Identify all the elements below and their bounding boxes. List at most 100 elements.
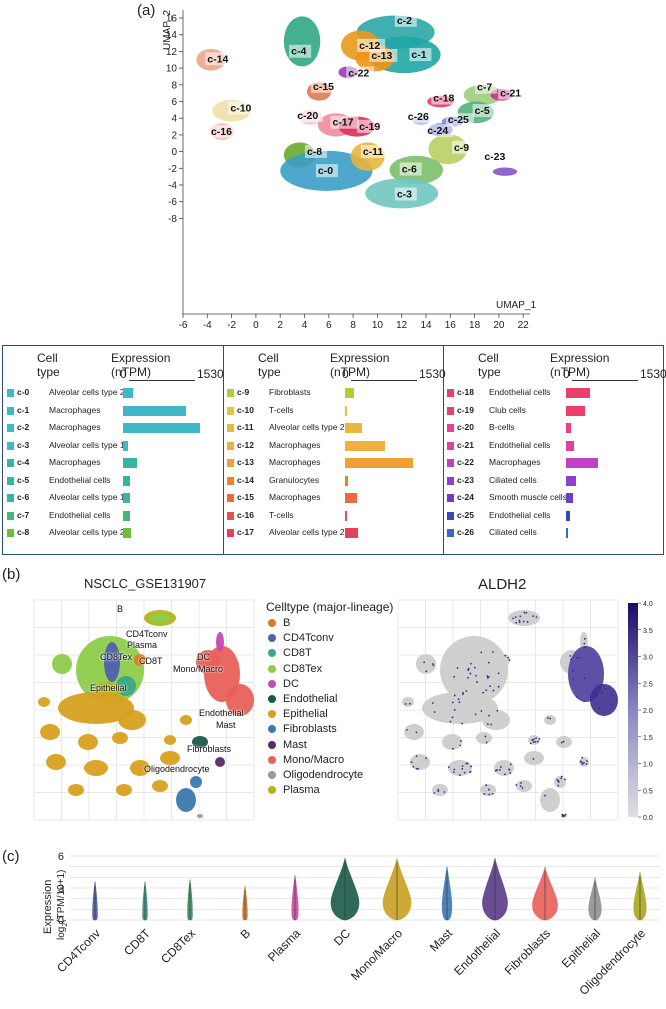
aldh2-cell-dot bbox=[485, 689, 488, 692]
aldh2-cell-dot bbox=[453, 768, 456, 771]
row-cluster-id: c-22 bbox=[457, 457, 475, 467]
umap-label-c-21: c-21 bbox=[500, 87, 521, 99]
expr-bar-c-11 bbox=[345, 423, 363, 433]
aldh2-colorbar bbox=[628, 603, 638, 817]
aldh2-cell-dot bbox=[549, 717, 552, 720]
celltype-region-b bbox=[134, 654, 146, 666]
celltype-region-epithelial bbox=[130, 760, 150, 776]
umap-label-bg bbox=[405, 109, 434, 123]
aldh2-cell-dot bbox=[457, 698, 460, 701]
row-label-c-25: c-25 Endothelial cells bbox=[457, 510, 550, 520]
row-cluster-id: c-25 bbox=[457, 509, 475, 520]
umap-label-bg bbox=[445, 113, 474, 127]
panel-a-label: (a) bbox=[137, 2, 156, 19]
umap-label-bg bbox=[472, 104, 495, 118]
aldh2-cell-dot bbox=[557, 784, 560, 787]
legend-label: Fibroblasts bbox=[283, 723, 337, 736]
celltype-region-epithelial bbox=[68, 784, 84, 796]
legend-label: DC bbox=[283, 677, 299, 690]
aldh2-cell-dot bbox=[489, 685, 492, 688]
aldh2-cell-dot bbox=[465, 690, 468, 692]
col-header-cell-type: Cell type bbox=[37, 351, 60, 379]
umap-label-c-6: c-6 bbox=[402, 163, 417, 175]
violin-x-label-mast: Mast bbox=[427, 926, 456, 955]
expr-bar-c-3 bbox=[123, 440, 128, 451]
legend-title: Celltype (major-lineage) bbox=[266, 600, 394, 614]
aldh2-cell-dot bbox=[476, 681, 478, 683]
aldh2-cell-dot bbox=[486, 675, 489, 678]
violin-y-ticks: 6 3 0 bbox=[58, 851, 64, 927]
aldh2-cell-dot bbox=[509, 763, 512, 766]
expr-bar-c-20 bbox=[566, 423, 571, 433]
row-cell-type: Alveolar cells type 2 bbox=[49, 527, 125, 537]
umap-label-bg bbox=[369, 48, 398, 62]
aldh2-cell-dot bbox=[466, 762, 469, 765]
violin-gridlines bbox=[70, 855, 660, 921]
expr-bar-c-23 bbox=[566, 475, 576, 486]
umap-x-tick-label: -4 bbox=[203, 320, 212, 331]
aldh2-cell-dot bbox=[485, 784, 488, 787]
colorbar-tick-label: 4.0 bbox=[643, 601, 653, 608]
celltype-region-epithelial bbox=[116, 784, 132, 796]
aldh2-cell-dot bbox=[578, 656, 581, 659]
row-swatch-c-13 bbox=[227, 459, 234, 467]
row-label-c-15: c-15 Macrophages bbox=[237, 492, 321, 502]
legend-dot bbox=[268, 710, 276, 719]
aldh2-cell-dot bbox=[456, 667, 459, 669]
row-cluster-id: c-11 bbox=[237, 422, 254, 432]
row-label-c-5: c-5 Endothelial cells bbox=[17, 475, 110, 485]
row-label-c-21: c-21 Endothelial cells bbox=[457, 440, 550, 450]
row-swatch-c-1 bbox=[7, 406, 14, 415]
aldh2-cell-dot bbox=[514, 616, 517, 618]
row-cluster-id: c-7 bbox=[17, 509, 30, 520]
celltype-region-fibroblasts bbox=[190, 776, 202, 788]
expr-axis-min: 0 bbox=[342, 367, 349, 381]
aldh2-cell-dot bbox=[581, 763, 584, 765]
aldh2-cell-dot bbox=[453, 675, 456, 678]
row-cluster-id: c-4 bbox=[17, 457, 30, 467]
row-cluster-id: c-8 bbox=[17, 527, 30, 537]
celltype-region-epithelial bbox=[58, 692, 134, 724]
expr-bar-c-18 bbox=[566, 388, 590, 398]
umap-label-c-13: c-13 bbox=[371, 50, 392, 62]
violin-y-tick-6: 6 bbox=[58, 851, 64, 863]
aldh2-region bbox=[482, 710, 510, 730]
aldh2-cell-dot bbox=[452, 771, 455, 773]
legend-item-dc: DC bbox=[268, 678, 299, 690]
col-header-cell-type: Cell type bbox=[258, 351, 281, 379]
row-swatch-c-6 bbox=[7, 494, 14, 502]
row-cell-type: Alveolar cells type 2 bbox=[269, 527, 345, 537]
row-label-c-19: c-19 Club cells bbox=[457, 405, 526, 415]
row-cluster-id: c-23 bbox=[457, 474, 475, 485]
aldh2-cell-dot bbox=[512, 617, 515, 620]
aldh2-region bbox=[410, 754, 430, 770]
row-label-c-8: c-8 Alveolar cells type 2 bbox=[17, 527, 125, 537]
aldh2-cell-dot bbox=[485, 741, 488, 744]
aldh2-cell-dot bbox=[583, 642, 586, 645]
umap-label-c-18: c-18 bbox=[433, 93, 454, 105]
legend-item-oligodendrocyte: Oligodendrocyte bbox=[268, 769, 363, 781]
row-cell-type: Endothelial cells bbox=[49, 509, 111, 520]
row-swatch-c-4 bbox=[7, 459, 14, 467]
umap-label-bg bbox=[482, 149, 511, 163]
aldh2-cell-dot bbox=[459, 774, 461, 776]
aldh2-cell-dot bbox=[425, 757, 427, 760]
umap-label-c-11: c-11 bbox=[363, 146, 384, 158]
violin-shapes bbox=[92, 858, 647, 921]
row-cell-type: Alveolar cells type 1 bbox=[49, 439, 125, 450]
umap-label-c-12: c-12 bbox=[359, 40, 380, 52]
row-cluster-id: c-5 bbox=[17, 474, 30, 485]
aldh2-cell-dot bbox=[480, 651, 483, 654]
row-cell-type: Alveolar cells type 2 bbox=[49, 387, 125, 397]
aldh2-region bbox=[516, 780, 532, 792]
row-swatch-c-11 bbox=[227, 424, 234, 432]
aldh2-cell-dot bbox=[504, 773, 506, 776]
umap-y-tick-label: 2 bbox=[171, 130, 177, 141]
aldh2-cell-dot bbox=[531, 739, 534, 741]
colorbar-tick-label: 0.0 bbox=[643, 815, 653, 822]
violin-y-tick-0: 0 bbox=[58, 915, 64, 927]
aldh2-cell-dot bbox=[507, 656, 510, 659]
row-cell-type: Endothelial cells bbox=[489, 509, 551, 520]
row-swatch-c-14 bbox=[227, 476, 234, 485]
row-cell-type: Endothelial cells bbox=[489, 387, 551, 397]
